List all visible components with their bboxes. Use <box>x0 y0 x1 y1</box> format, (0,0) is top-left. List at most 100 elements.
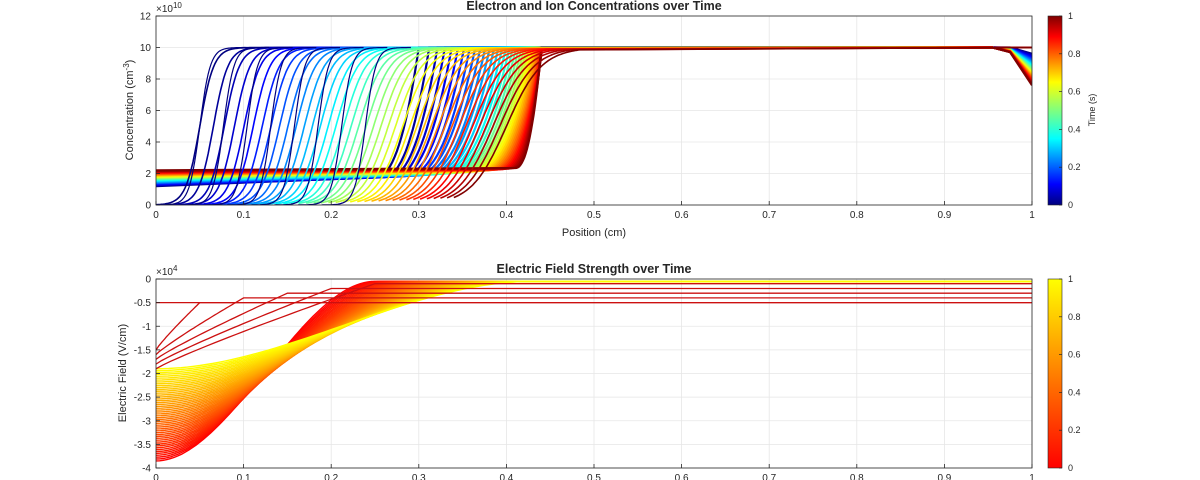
x-tick-label: 0.8 <box>850 210 864 221</box>
electron-profile-line <box>290 46 1032 205</box>
electron-profile-line <box>433 46 1032 200</box>
early-field-profile-line <box>156 283 1032 370</box>
electron-profile-line <box>342 46 1032 203</box>
y-tick-label: -4 <box>142 464 151 475</box>
x-tick-label: 0 <box>153 473 159 480</box>
electron-profile-line <box>235 46 1032 205</box>
colorbar-tick-label: 0.2 <box>1068 425 1081 435</box>
y-tick-label: 6 <box>145 106 151 117</box>
field-profile-line <box>156 280 1032 370</box>
y-tick-label: -3 <box>142 416 151 427</box>
electron-profile-line <box>313 46 1032 204</box>
colorbar-tick-label: 0.4 <box>1068 387 1081 397</box>
electron-front-early-line <box>297 46 388 205</box>
svg-text:×104: ×104 <box>156 264 178 278</box>
colorbar-tick-label: 0 <box>1068 463 1073 473</box>
early-field-profile-line <box>156 292 1032 360</box>
electron-profile-line <box>419 46 1032 200</box>
early-field-profile-line <box>156 287 1032 365</box>
x-tick-label: 0.9 <box>937 210 951 221</box>
field-exponent-base: ×10 <box>156 267 173 278</box>
svg-text:×1010: ×1010 <box>156 1 182 15</box>
field-x-ticks: 0 0.1 0.2 0.3 0.4 0.5 0.6 0.7 0.8 0.9 1 <box>153 464 1035 480</box>
y-tick-label: 8 <box>145 75 151 86</box>
x-tick-label: 0.6 <box>675 473 689 480</box>
x-tick-label: 0.8 <box>850 473 864 480</box>
concentration-exponent-power: 10 <box>173 1 182 10</box>
x-tick-label: 0.4 <box>499 473 513 480</box>
y-tick-label: -1.5 <box>134 345 152 356</box>
electron-profile-line <box>406 46 1032 201</box>
x-tick-label: 0.7 <box>762 210 776 221</box>
x-tick-label: 0.5 <box>587 473 601 480</box>
y-tick-label: 0 <box>145 201 151 212</box>
y-tick-label: 0 <box>145 275 151 286</box>
concentration-x-ticks: 0 0.1 0.2 0.3 0.4 0.5 0.6 0.7 0.8 0.9 1 <box>153 201 1035 221</box>
field-exponent-power: 4 <box>173 264 178 273</box>
electron-profile-line <box>335 46 1032 204</box>
concentration-title: Electron and Ion Concentrations over Tim… <box>466 0 721 13</box>
concentration-y-ticks: 0 2 4 6 8 10 12 <box>140 12 160 212</box>
y-tick-label: -0.5 <box>134 298 152 309</box>
field-colorbar: 0 0.2 0.4 0.6 0.8 1 <box>1047 274 1081 473</box>
y-tick-label: 10 <box>140 43 152 54</box>
x-tick-label: 0.4 <box>499 210 513 221</box>
x-tick-label: 0.5 <box>587 210 601 221</box>
concentration-colorbar-bar <box>1047 15 1063 206</box>
colorbar-tick-label: 0.4 <box>1068 124 1081 134</box>
electron-profile-line <box>453 46 1032 199</box>
electron-profile-line <box>357 46 1032 203</box>
field-axes: Electric Field Strength over Time ×104 0… <box>117 262 1081 480</box>
electron-profile-line <box>440 46 1032 199</box>
electron-profile-line <box>378 46 1032 202</box>
colorbar-tick-label: 0.2 <box>1068 162 1081 172</box>
colorbar-tick-label: 0.8 <box>1068 49 1081 59</box>
y-tick-label: -3.5 <box>134 440 152 451</box>
electron-profile-line <box>413 46 1032 201</box>
electron-front-early-line <box>226 46 317 205</box>
field-series <box>156 280 1032 462</box>
x-tick-label: 0.7 <box>762 473 776 480</box>
field-exponent: ×104 <box>156 264 178 278</box>
electron-profile-line <box>349 46 1032 203</box>
field-y-label: Electric Field (V/cm) <box>117 324 129 422</box>
x-tick-label: 0.2 <box>324 473 338 480</box>
y-tick-label: 12 <box>140 12 152 23</box>
electron-profile-line <box>328 46 1032 204</box>
colorbar-tick-label: 0.6 <box>1068 87 1081 97</box>
concentration-axes: Electron and Ion Concentrations over Tim… <box>122 0 1097 239</box>
electron-front-early-line <box>179 46 269 205</box>
y-tick-label: -2 <box>142 369 151 380</box>
concentration-exponent-base: ×10 <box>156 4 173 15</box>
y-tick-label: -1 <box>142 322 151 333</box>
field-title: Electric Field Strength over Time <box>497 262 692 276</box>
x-tick-label: 0.6 <box>675 210 689 221</box>
concentration-y-label: Concentration (cm-3) <box>122 60 136 161</box>
electron-front-early-line <box>250 46 340 205</box>
x-tick-label: 0.1 <box>237 473 251 480</box>
electron-profile-line <box>298 46 1032 205</box>
electron-front-early-line <box>274 46 364 205</box>
electron-front-early-line <box>156 46 246 205</box>
colorbar-tick-label: 0.6 <box>1068 350 1081 360</box>
field-colorbar-ticks: 0 0.2 0.4 0.6 0.8 1 <box>1059 274 1081 473</box>
concentration-colorbar: 0 0.2 0.4 0.6 0.8 1 Time (s) <box>1047 11 1097 210</box>
early-field-profile-line <box>156 297 1032 356</box>
colorbar-tick-label: 1 <box>1068 11 1073 21</box>
x-tick-label: 0.3 <box>412 473 426 480</box>
early-field-profile-line <box>156 301 1032 351</box>
electron-profile-line <box>320 46 1032 204</box>
electron-front-early-line <box>321 46 411 205</box>
electron-profile-line <box>446 46 1032 199</box>
y-tick-label: 4 <box>145 138 151 149</box>
electron-profile-line <box>364 46 1032 203</box>
electron-profile-line <box>399 46 1032 201</box>
concentration-y-label-end: ) <box>124 60 136 64</box>
electron-profile-line <box>385 46 1032 202</box>
field-colorbar-bar <box>1047 278 1063 469</box>
concentration-exponent: ×1010 <box>156 1 182 15</box>
concentration-colorbar-label: Time (s) <box>1087 94 1097 127</box>
field-y-ticks: 0 -0.5 -1 -1.5 -2 -2.5 -3 -3.5 -4 <box>134 275 160 475</box>
x-tick-label: 1 <box>1029 473 1035 480</box>
